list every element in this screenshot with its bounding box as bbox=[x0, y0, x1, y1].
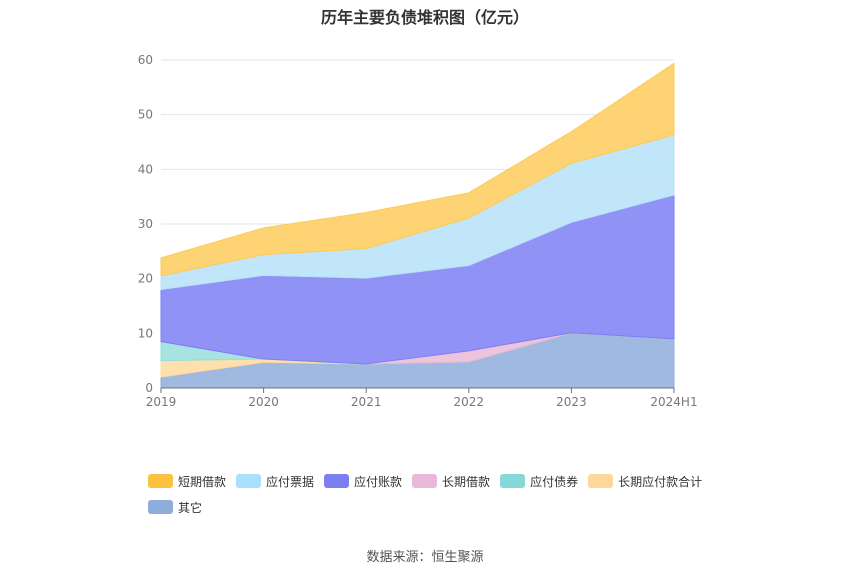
y-tick-label: 30 bbox=[138, 217, 153, 231]
legend-item[interactable]: 应付票据 bbox=[236, 472, 314, 490]
legend-item[interactable]: 其它 bbox=[148, 498, 202, 516]
legend: 短期借款 应付票据 应付账款 长期借款 应付债券 长期应付款合计其它 bbox=[148, 472, 748, 524]
legend-label: 长期借款 bbox=[442, 474, 491, 489]
x-tick-label: 2022 bbox=[454, 395, 485, 409]
legend-swatch bbox=[236, 474, 262, 488]
area-layer bbox=[160, 62, 675, 389]
legend-label: 其它 bbox=[178, 500, 203, 515]
legend-label: 应付账款 bbox=[354, 474, 403, 489]
legend-item[interactable]: 长期借款 bbox=[412, 472, 490, 490]
legend-item[interactable]: 应付账款 bbox=[324, 472, 402, 490]
legend-swatch bbox=[148, 474, 173, 488]
y-tick-label: 40 bbox=[138, 162, 153, 176]
axis-layer: 0 10 20 30 40 50 60 2019 2020 2021 2022 2023 2024H1 bbox=[138, 53, 698, 409]
y-tick-label: 10 bbox=[138, 326, 153, 340]
chart-title: 历年主要负债堆积图（亿元） bbox=[320, 8, 529, 27]
legend-item[interactable]: 长期应付款合计 bbox=[588, 472, 702, 490]
legend-swatch bbox=[148, 500, 173, 514]
legend-swatch bbox=[412, 474, 438, 488]
source-note: 数据来源：恒生聚源 bbox=[366, 550, 484, 565]
stacked-area-chart: 0 10 20 30 40 50 60 2019 2020 2021 2022 2023 2024H1 bbox=[138, 53, 698, 409]
legend-label: 短期借款 bbox=[178, 474, 227, 489]
y-tick-label: 0 bbox=[145, 381, 153, 395]
y-tick-label: 50 bbox=[138, 108, 153, 122]
x-tick-label: 2021 bbox=[351, 395, 382, 409]
legend-label: 应付票据 bbox=[266, 474, 315, 489]
legend-label: 应付债券 bbox=[530, 474, 579, 489]
y-tick-label: 60 bbox=[138, 53, 153, 67]
legend-swatch bbox=[324, 474, 350, 488]
x-tick-label: 2019 bbox=[146, 395, 177, 409]
y-tick-label: 20 bbox=[138, 272, 153, 286]
legend-label: 长期应付款合计 bbox=[618, 474, 703, 489]
legend-item[interactable]: 短期借款 bbox=[148, 472, 226, 490]
legend-item[interactable]: 应付债券 bbox=[500, 472, 578, 490]
legend-swatch bbox=[500, 474, 526, 488]
x-tick-label: 2023 bbox=[556, 395, 587, 409]
area-series-短期借款 bbox=[160, 62, 675, 277]
x-tick-label: 2020 bbox=[248, 395, 279, 409]
x-tick-label: 2024H1 bbox=[650, 395, 697, 409]
legend-swatch bbox=[588, 474, 614, 488]
